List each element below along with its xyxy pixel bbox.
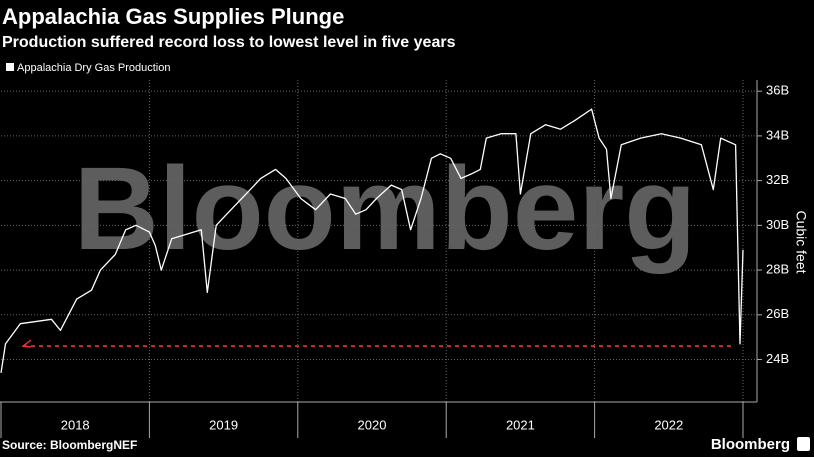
- brand: Bloomberg: [711, 436, 790, 453]
- line-series: [0, 108, 744, 373]
- x-tick-label: 2021: [506, 417, 535, 432]
- y-tick-label: 26B: [766, 306, 789, 321]
- brand-icon: [797, 437, 810, 451]
- y-tick-label: 34B: [766, 127, 789, 142]
- x-tick-label: 2020: [358, 417, 387, 432]
- legend-label: Appalachia Dry Gas Production: [17, 62, 170, 74]
- chart-subtitle: Production suffered record loss to lowes…: [2, 34, 456, 51]
- x-tick-label: 2022: [654, 417, 683, 432]
- y-tick-label: 32B: [766, 172, 789, 187]
- y-axis-label: Cubic feet: [793, 210, 809, 273]
- source: Source: BloombergNEF: [2, 438, 137, 452]
- watermark: Bloomberg: [74, 143, 697, 275]
- x-tick-label: 2018: [61, 417, 90, 432]
- y-tick-label: 30B: [766, 217, 789, 232]
- legend-swatch: [6, 63, 14, 71]
- y-tick-label: 36B: [766, 83, 789, 98]
- reference-arrow: [21, 339, 32, 348]
- y-tick-label: 28B: [766, 262, 789, 277]
- y-tick-label: 24B: [766, 351, 789, 366]
- x-tick-label: 2019: [209, 417, 238, 432]
- chart-title: Appalachia Gas Supplies Plunge: [2, 4, 344, 29]
